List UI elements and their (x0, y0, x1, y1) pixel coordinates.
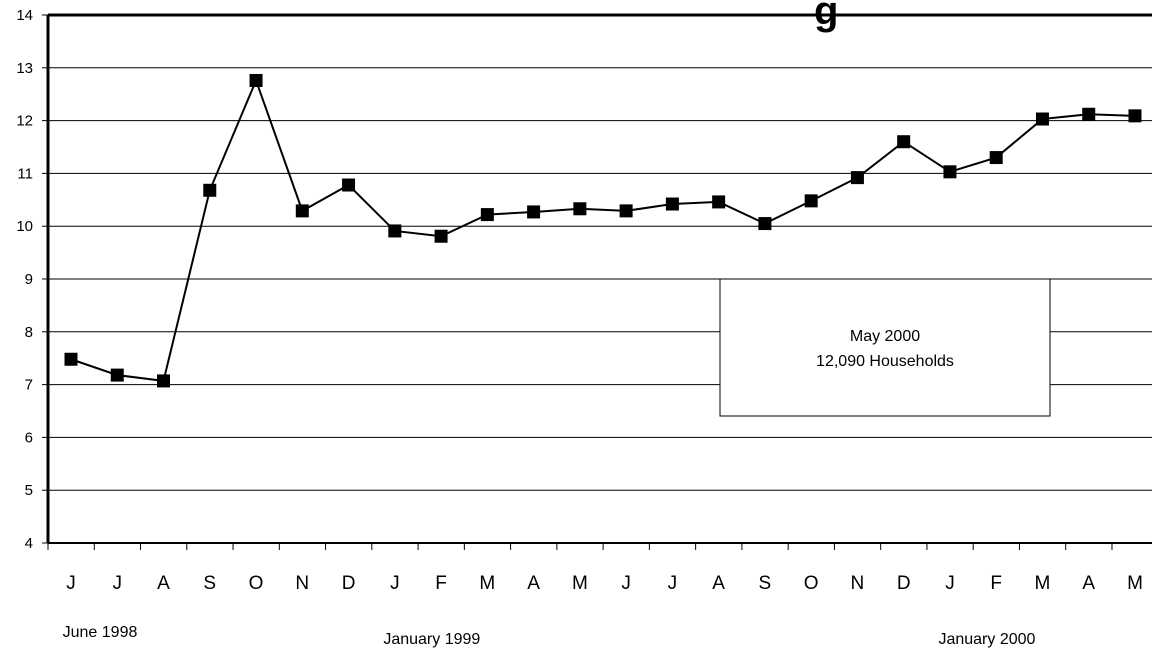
x-category-label: M (572, 573, 588, 594)
data-point (1035, 112, 1049, 126)
data-point (897, 135, 911, 149)
x-category-label: S (759, 573, 772, 594)
series-line (70, 77, 1136, 383)
x-category-label: S (203, 573, 216, 594)
x-category-label: O (249, 573, 264, 594)
data-point (619, 204, 633, 218)
data-point (157, 374, 171, 388)
chart-title-fragment: g (814, 0, 838, 33)
y-tick-label: 8 (25, 324, 33, 341)
x-category-label: M (1127, 573, 1143, 594)
x-category-label: F (435, 573, 447, 594)
x-category-label: D (342, 573, 356, 594)
data-point (342, 178, 356, 192)
annotation-line-1: May 2000 (850, 328, 920, 345)
x-category-label: J (113, 573, 123, 594)
data-point (712, 195, 726, 209)
y-tick-label: 6 (25, 429, 33, 446)
data-point (480, 208, 494, 222)
data-point (665, 197, 679, 211)
gridlines (48, 67, 1152, 491)
x-category-label: N (295, 573, 309, 594)
x-category-label: M (1035, 573, 1051, 594)
data-point (527, 205, 541, 219)
annotation-line-2: 12,090 Households (816, 353, 954, 370)
x-category-label: A (1082, 573, 1095, 594)
y-tick-label: 4 (25, 535, 33, 552)
x-category-label: J (621, 573, 631, 594)
x-category-label: A (157, 573, 170, 594)
period-labels: June 1998 January 1999 January 2000 (63, 624, 1036, 648)
data-point (1082, 107, 1096, 121)
data-point (203, 183, 217, 197)
data-point (249, 73, 263, 87)
data-point (850, 171, 864, 185)
data-point (758, 217, 772, 231)
x-category-label: A (527, 573, 540, 594)
period-label: January 2000 (938, 631, 1035, 648)
y-tick-label: 7 (25, 377, 33, 394)
y-tick-label: 12 (16, 113, 33, 130)
x-category-label: N (851, 573, 865, 594)
data-point (295, 204, 309, 218)
data-point (989, 151, 1003, 165)
x-category-label: O (804, 573, 819, 594)
period-label: January 1999 (383, 631, 480, 648)
period-label: June 1998 (63, 624, 138, 641)
x-category-label: J (66, 573, 76, 594)
x-category-label: M (479, 573, 495, 594)
y-tick-label: 14 (16, 7, 33, 24)
data-point (804, 194, 818, 208)
x-axis-ticks (47, 543, 1113, 550)
x-category-label: J (945, 573, 955, 594)
data-point (573, 202, 587, 216)
x-category-label: J (390, 573, 400, 594)
x-category-label: A (712, 573, 725, 594)
x-category-label: F (990, 573, 1002, 594)
annotation-rect (719, 278, 1051, 417)
y-axis-ticks: 4 5 6 7 8 9 10 11 12 13 14 (16, 7, 48, 552)
data-point (434, 229, 448, 243)
data-point (1128, 109, 1142, 123)
data-point (64, 352, 78, 366)
data-point (943, 165, 957, 179)
data-point (388, 224, 402, 238)
x-category-label: J (668, 573, 678, 594)
series-markers (64, 73, 1142, 388)
y-tick-label: 9 (25, 271, 33, 288)
x-category-label: D (897, 573, 911, 594)
data-point (110, 368, 124, 382)
annotation-box: May 2000 12,090 Households (719, 278, 1051, 417)
y-tick-label: 11 (17, 165, 33, 182)
y-tick-label: 10 (16, 218, 33, 235)
y-tick-label: 13 (16, 60, 33, 77)
y-tick-label: 5 (25, 482, 33, 499)
